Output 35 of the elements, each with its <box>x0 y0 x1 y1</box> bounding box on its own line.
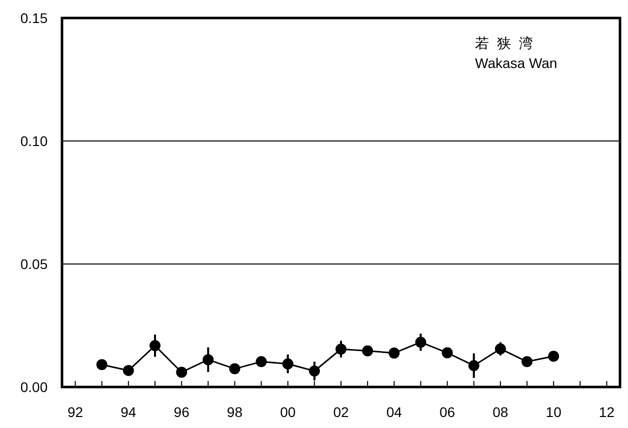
x-tick-label: 04 <box>386 404 402 420</box>
y-tick-label: 0.00 <box>20 379 48 395</box>
point <box>442 347 453 358</box>
x-tick-label: 94 <box>120 404 136 420</box>
point <box>308 366 320 377</box>
point <box>522 356 532 368</box>
x-tick-label: 92 <box>67 404 84 420</box>
y-tick-label: 0.10 <box>20 133 48 149</box>
x-tick-label: 10 <box>546 404 562 420</box>
annotation: 若 狭 湾 <box>475 35 535 51</box>
x-tick-label: 00 <box>280 404 296 420</box>
point <box>336 344 346 355</box>
point <box>468 360 480 372</box>
annotation: Wakasa Wan <box>475 55 558 71</box>
point <box>122 365 134 376</box>
point <box>150 340 160 352</box>
x-tick-label: 12 <box>598 404 615 420</box>
point <box>548 350 560 362</box>
point <box>229 363 240 374</box>
point <box>362 345 374 356</box>
point <box>202 354 214 366</box>
point <box>176 366 188 378</box>
point <box>494 343 506 354</box>
point <box>96 359 108 370</box>
x-tick-label: 02 <box>333 404 349 420</box>
x-tick-label: 08 <box>492 404 508 420</box>
x-tick-label: 96 <box>174 404 190 420</box>
point <box>415 336 426 348</box>
x-tick-label: 98 <box>226 404 243 420</box>
point <box>256 356 267 368</box>
point <box>388 348 400 359</box>
y-tick-label: 0.05 <box>20 256 48 272</box>
y-tick-label: 0.15 <box>20 10 48 26</box>
x-tick-label: 06 <box>439 404 456 420</box>
point <box>282 358 294 370</box>
